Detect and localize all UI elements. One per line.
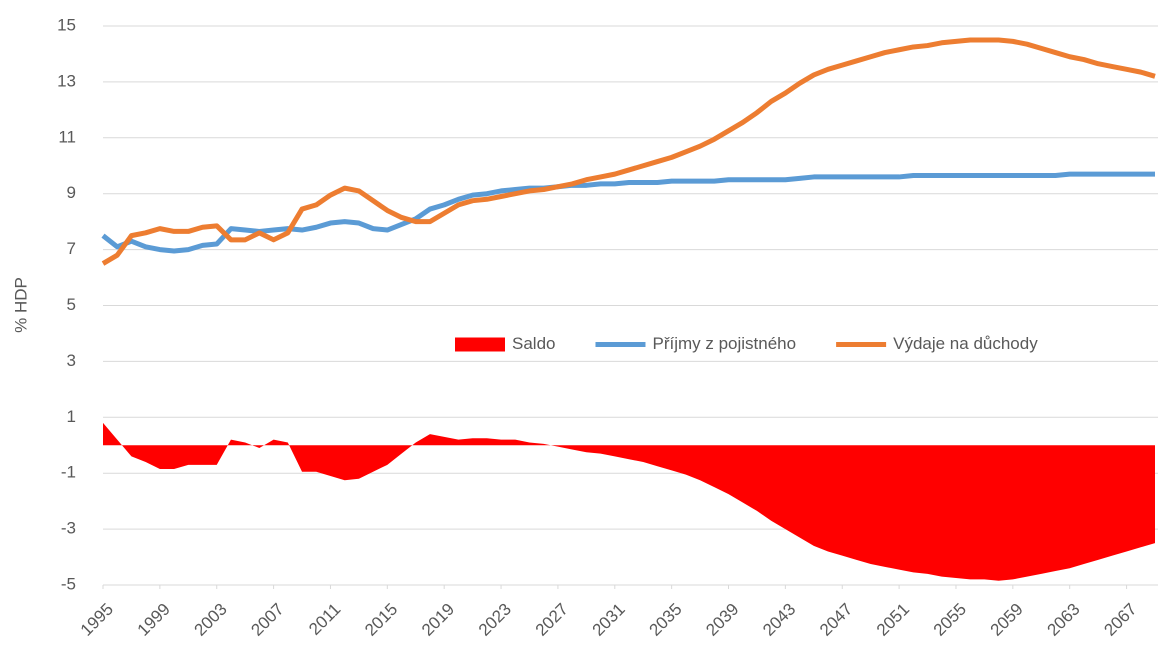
line bbox=[101, 171, 1155, 254]
x-tick-label: 2027 bbox=[532, 600, 572, 640]
x-tick-label: 2067 bbox=[1100, 600, 1140, 640]
legend-swatch bbox=[455, 337, 505, 352]
x-tick-label: 2015 bbox=[361, 600, 401, 640]
x-tick-label: 2007 bbox=[247, 600, 287, 640]
y-tick-label: 1 bbox=[67, 407, 76, 426]
y-tick-label: 11 bbox=[58, 127, 76, 146]
x-tick-label: 2031 bbox=[589, 600, 629, 640]
y-tick-label: 15 bbox=[57, 15, 76, 34]
x-tick-label: 2023 bbox=[475, 600, 515, 640]
x-tick-label: 2063 bbox=[1044, 600, 1084, 640]
y-tick-label: -5 bbox=[61, 574, 76, 593]
x-tick-label: 1999 bbox=[134, 600, 174, 640]
x-tick-label: 2055 bbox=[930, 600, 970, 640]
y-tick-label: 9 bbox=[67, 183, 76, 202]
legend-label: Příjmy z pojistného bbox=[652, 334, 796, 353]
legend-label: Saldo bbox=[512, 334, 555, 353]
y-tick-label: -1 bbox=[61, 463, 76, 482]
y-axis-label: % HDP bbox=[11, 277, 30, 333]
x-tick-label: 2011 bbox=[305, 600, 344, 639]
y-tick-label: 5 bbox=[67, 295, 76, 314]
x-tick-label: 2051 bbox=[873, 600, 913, 640]
area bbox=[103, 422, 1155, 581]
legend: Saldo Příjmy z pojistného Výdaje na důchod… bbox=[455, 334, 1038, 353]
x-tick-label: 2035 bbox=[645, 600, 685, 640]
x-tick-label: 2043 bbox=[759, 600, 799, 640]
y-tick-label: 3 bbox=[67, 351, 76, 370]
legend-label: Výdaje na důchody bbox=[893, 334, 1038, 353]
line bbox=[101, 37, 1156, 266]
grid bbox=[103, 25, 1158, 586]
y-tick-label: 13 bbox=[57, 71, 76, 90]
x-tick-label: 2047 bbox=[816, 600, 856, 640]
x-tick-label: 2003 bbox=[191, 600, 231, 640]
x-tick-label: 2039 bbox=[702, 600, 742, 640]
y-tick-label: 7 bbox=[67, 239, 76, 258]
x-tick-label: 2019 bbox=[418, 600, 458, 640]
x-tick-label: 1995 bbox=[77, 600, 117, 640]
y-tick-label: -3 bbox=[61, 519, 76, 538]
x-tick-label: 2059 bbox=[987, 600, 1027, 640]
